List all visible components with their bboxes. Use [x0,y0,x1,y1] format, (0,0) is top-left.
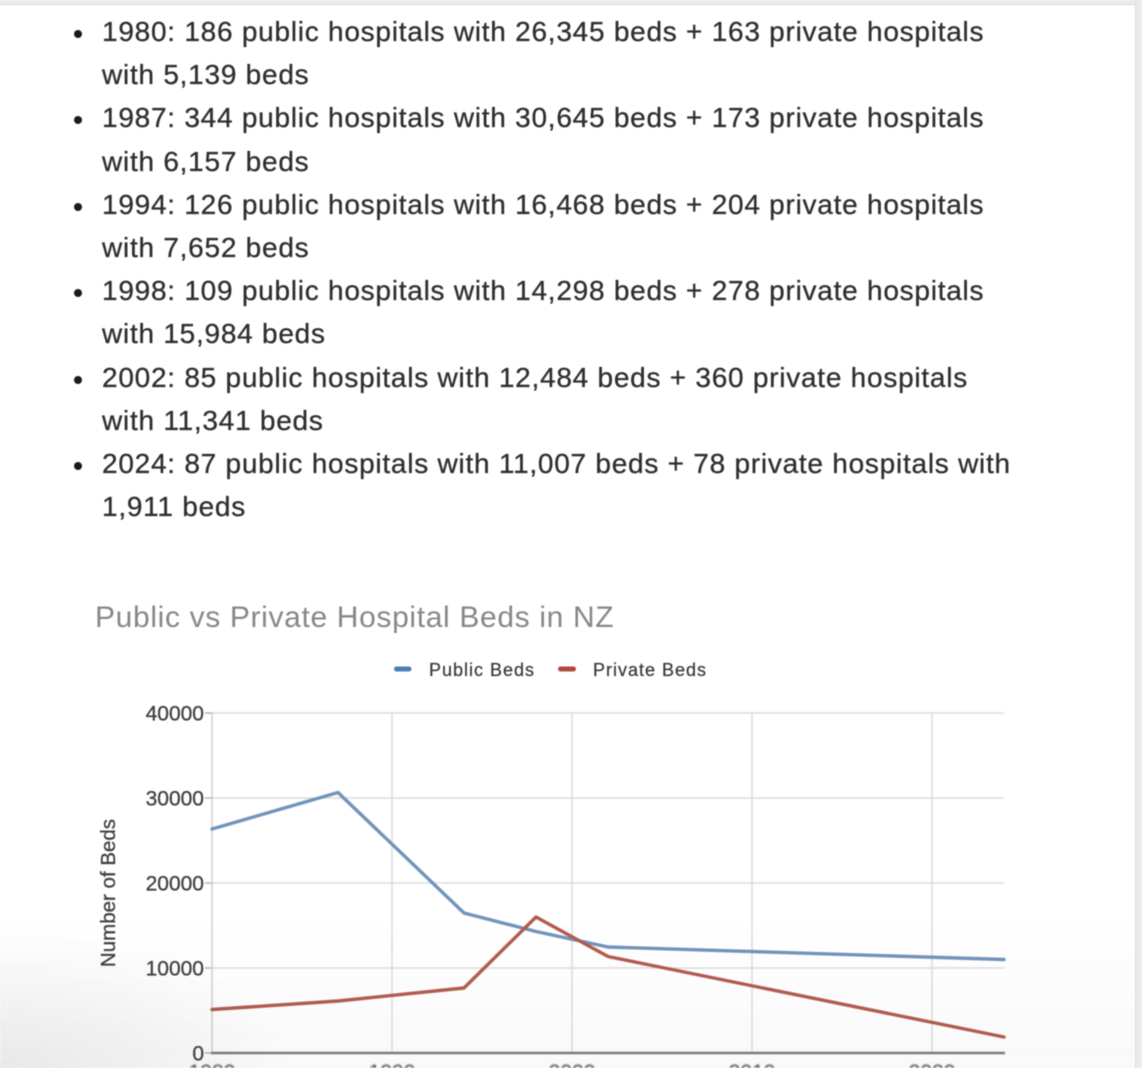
svg-text:10000: 10000 [146,958,204,981]
svg-text:Private Beds: Private Beds [593,660,707,680]
svg-text:Number of Beds: Number of Beds [97,819,120,967]
svg-text:Public vs Private Hospital Bed: Public vs Private Hospital Beds in NZ [95,601,614,634]
svg-text:Public Beds: Public Beds [429,660,535,680]
svg-text:2000: 2000 [549,1061,596,1068]
svg-text:2020: 2020 [909,1061,956,1068]
svg-text:1990: 1990 [369,1061,416,1068]
svg-text:40000: 40000 [146,703,204,726]
svg-text:30000: 30000 [146,788,204,811]
svg-text:2010: 2010 [729,1061,776,1068]
svg-text:0: 0 [192,1043,204,1066]
svg-text:1980: 1980 [189,1061,236,1068]
svg-text:20000: 20000 [146,873,204,896]
